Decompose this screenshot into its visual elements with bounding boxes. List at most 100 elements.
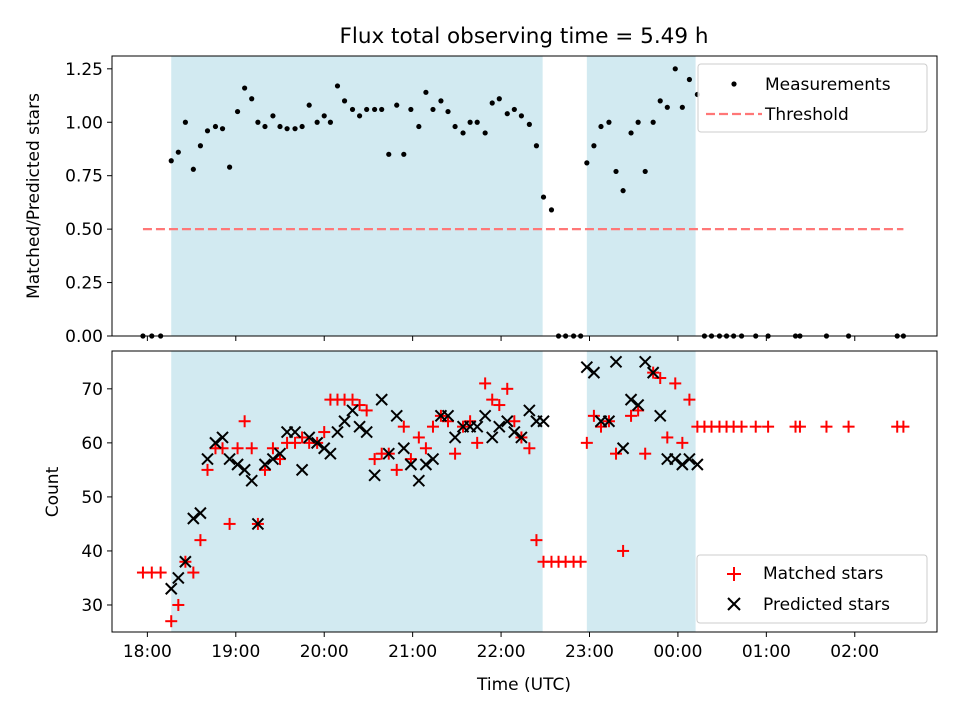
predicted-star-point bbox=[216, 431, 229, 444]
bot-y-tick-label: 60 bbox=[81, 434, 103, 454]
x-tick-label: 18:00 bbox=[123, 642, 172, 662]
matched-star-point bbox=[449, 447, 462, 460]
matched-star-point bbox=[194, 534, 207, 547]
measurement-point bbox=[168, 158, 174, 164]
measurement-point bbox=[598, 123, 604, 130]
measurement-point bbox=[474, 119, 480, 125]
bot-y-tick-label: 40 bbox=[81, 542, 103, 562]
measurement-point bbox=[394, 102, 400, 108]
matched-star-point bbox=[419, 442, 432, 455]
bot-shaded-span-1 bbox=[586, 351, 696, 632]
matched-star-point bbox=[610, 447, 623, 460]
predicted-star-point bbox=[616, 442, 630, 455]
predicted-star-point bbox=[404, 458, 418, 471]
top-y-tick-label: 1.25 bbox=[65, 60, 103, 80]
measurement-point bbox=[364, 106, 370, 113]
predicted-star-point bbox=[654, 409, 667, 423]
x-tick-label: 20:00 bbox=[300, 642, 349, 662]
predicted-star-point bbox=[478, 409, 492, 423]
predicted-star-point bbox=[419, 458, 433, 471]
matched-star-point bbox=[508, 415, 521, 428]
matched-star-point bbox=[523, 442, 536, 455]
predicted-star-point bbox=[448, 431, 462, 444]
predicted-star-point bbox=[223, 452, 236, 466]
matched-star-point bbox=[587, 409, 600, 422]
measurement-point bbox=[212, 123, 219, 130]
matched-star-point bbox=[793, 420, 806, 433]
predicted-star-point bbox=[631, 398, 645, 412]
measurement-point bbox=[540, 194, 547, 200]
predicted-star-point bbox=[426, 452, 440, 466]
x-tick-label: 00:00 bbox=[653, 642, 702, 662]
top-axes-frame bbox=[111, 55, 938, 337]
predicted-star-point bbox=[295, 463, 309, 477]
predicted-star-point bbox=[515, 431, 528, 444]
legend-measurements-label: Measurements bbox=[765, 75, 891, 95]
top-shaded-span-0 bbox=[171, 56, 543, 336]
matched-star-point bbox=[360, 404, 373, 417]
predicted-star-point bbox=[165, 582, 178, 595]
matched-star-point bbox=[654, 372, 667, 385]
measurement-point bbox=[445, 108, 451, 115]
matched-star-point bbox=[238, 415, 251, 428]
legend-measurements-marker bbox=[731, 81, 737, 87]
predicted-star-point bbox=[266, 452, 280, 466]
bottom-legend: Matched stars Predicted stars bbox=[696, 554, 928, 624]
legend-matched-marker bbox=[727, 567, 741, 581]
matched-star-point bbox=[187, 566, 200, 579]
predicted-star-point bbox=[179, 555, 192, 568]
predicted-star-point bbox=[231, 458, 244, 471]
predicted-star-point bbox=[624, 393, 638, 406]
matched-star-point bbox=[165, 615, 178, 628]
measurement-point bbox=[372, 106, 378, 113]
measurement-point bbox=[349, 106, 356, 113]
top-y-axis-label: Matched/Predicted stars bbox=[24, 93, 44, 299]
predicted-star-point bbox=[501, 415, 514, 428]
matched-star-point bbox=[426, 420, 439, 433]
measurement-point bbox=[262, 123, 268, 130]
measurement-point bbox=[511, 106, 517, 113]
matched-star-point bbox=[749, 420, 762, 433]
measurement-point bbox=[642, 168, 648, 175]
predicted-star-point bbox=[258, 458, 272, 471]
measurement-point bbox=[452, 123, 458, 130]
measurement-point bbox=[284, 126, 290, 132]
predicted-star-point bbox=[251, 517, 265, 531]
legend-predicted-marker bbox=[727, 597, 741, 611]
measurement-point bbox=[591, 143, 597, 149]
top-y-tick-label: 0.50 bbox=[65, 220, 103, 240]
predicted-star-point bbox=[486, 431, 499, 444]
measurement-point bbox=[679, 104, 685, 110]
matched-star-point bbox=[368, 453, 381, 466]
predicted-star-point bbox=[580, 361, 594, 374]
bottom-axes-frame bbox=[111, 350, 938, 633]
measurement-point bbox=[356, 113, 363, 119]
matched-star-point bbox=[223, 517, 236, 530]
measurement-point bbox=[460, 130, 466, 136]
measurement-point bbox=[227, 164, 233, 170]
matched-star-point bbox=[266, 442, 279, 455]
measurement-point bbox=[467, 119, 473, 125]
predicted-star-point bbox=[273, 447, 287, 460]
predicted-star-point bbox=[187, 512, 200, 525]
matched-star-point bbox=[617, 544, 630, 557]
measurement-point bbox=[255, 119, 261, 125]
matched-star-point bbox=[479, 377, 492, 390]
measurement-point bbox=[334, 83, 341, 89]
matched-star-point bbox=[676, 436, 689, 449]
predicted-star-point bbox=[194, 506, 207, 520]
measurement-point bbox=[438, 98, 444, 104]
predicted-star-point bbox=[375, 393, 388, 406]
top-y-tick-label: 0.75 bbox=[65, 167, 103, 187]
measurement-point bbox=[489, 100, 495, 106]
predicted-star-point bbox=[172, 571, 185, 585]
predicted-star-point bbox=[331, 425, 344, 439]
predicted-star-point bbox=[338, 415, 351, 428]
measurement-point bbox=[430, 106, 436, 113]
bot-y-tick-label: 50 bbox=[81, 488, 103, 508]
matched-star-point bbox=[486, 393, 499, 406]
matched-star-point bbox=[580, 436, 593, 449]
top-y-tick-label: 1.00 bbox=[65, 113, 103, 133]
predicted-star-point bbox=[537, 415, 550, 428]
